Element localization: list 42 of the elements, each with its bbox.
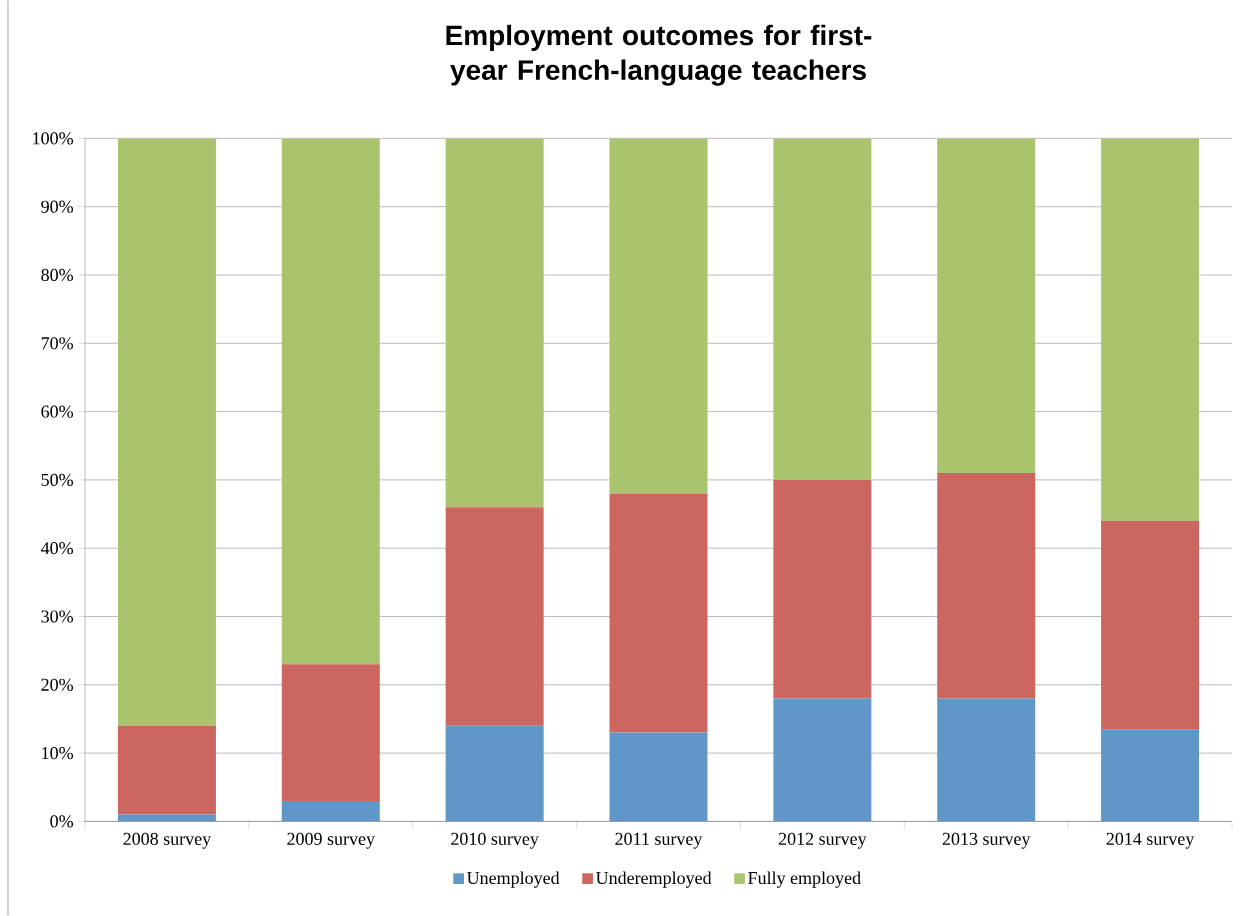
legend-label: Underemployed bbox=[595, 871, 712, 888]
legend-label: Fully employed bbox=[748, 871, 861, 888]
bar bbox=[773, 698, 872, 822]
bar bbox=[937, 473, 1036, 699]
x-tick-label: 2013 survey bbox=[942, 832, 1031, 849]
bar bbox=[1101, 138, 1200, 521]
bar bbox=[445, 725, 544, 822]
y-tick-label: 70% bbox=[41, 337, 74, 350]
legend-label: Unemployed bbox=[467, 871, 560, 888]
bar bbox=[937, 698, 1036, 822]
y-tick-label: 10% bbox=[42, 747, 74, 760]
bar bbox=[609, 138, 708, 494]
bar bbox=[445, 507, 544, 726]
bar bbox=[445, 138, 544, 508]
x-tick-label: 2014 survey bbox=[1106, 832, 1195, 849]
x-tick-label: 2010 survey bbox=[451, 832, 539, 849]
y-tick-label: 0% bbox=[50, 815, 74, 828]
x-tick-label: 2011 survey bbox=[615, 832, 703, 849]
bar bbox=[609, 493, 708, 733]
bar bbox=[609, 732, 708, 822]
bar bbox=[773, 138, 872, 480]
y-tick-label: 50% bbox=[41, 473, 74, 487]
x-tick-label: 2009 survey bbox=[287, 832, 375, 849]
y-tick-label: 60% bbox=[41, 405, 74, 418]
y-tick-label: 100% bbox=[33, 132, 74, 145]
bar bbox=[773, 479, 872, 699]
y-tick-label: 30% bbox=[41, 610, 74, 623]
y-tick-label: 90% bbox=[41, 200, 74, 213]
bar bbox=[1101, 729, 1200, 822]
x-tick-label: 2012 survey bbox=[778, 832, 867, 849]
x-tick-label: 2008 survey bbox=[123, 832, 212, 849]
bar bbox=[937, 138, 1036, 474]
y-tick-label: 80% bbox=[41, 268, 74, 282]
y-tick-label: 20% bbox=[41, 678, 74, 691]
bar bbox=[117, 725, 216, 815]
bar bbox=[117, 138, 216, 726]
chart-title: Employment outcomes for first-year French-language teachers bbox=[446, 24, 872, 86]
bar bbox=[281, 138, 380, 665]
bar bbox=[281, 801, 380, 822]
bar bbox=[281, 664, 380, 801]
bar bbox=[1101, 520, 1200, 730]
y-tick-label: 40% bbox=[40, 542, 74, 555]
